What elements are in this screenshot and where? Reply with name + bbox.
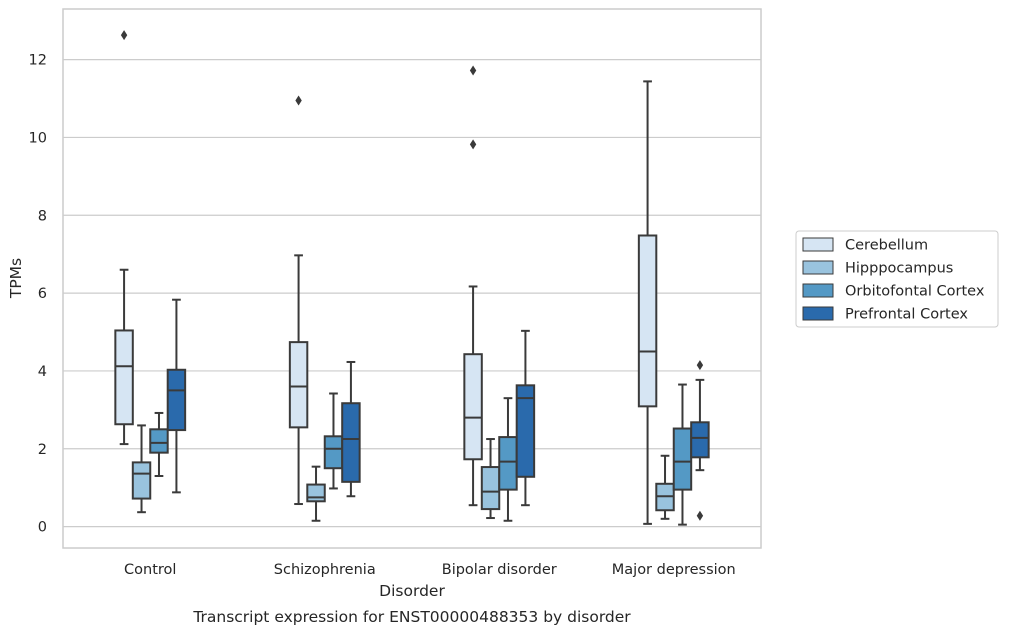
box-cerebellum — [114, 30, 134, 446]
box-iqr — [131, 461, 152, 500]
outlier-point — [696, 360, 704, 371]
box-iqr — [166, 368, 187, 432]
box-iqr — [341, 402, 361, 483]
legend-entry: Cerebellum — [845, 238, 928, 254]
box-iqr — [498, 436, 518, 491]
x-tick-labels: Control Schizophrenia Bipolar disorder Majo… — [124, 562, 736, 578]
box-orbitofontal-cortex — [672, 383, 693, 526]
box-hipppocampus — [306, 465, 326, 522]
legend-swatch — [802, 260, 834, 275]
y-tick-label: 6 — [38, 286, 47, 302]
box-cerebellum — [288, 95, 309, 506]
box-iqr — [515, 384, 536, 478]
y-tick-label: 0 — [38, 520, 47, 536]
box-iqr — [480, 466, 501, 511]
box-orbitofontal-cortex — [149, 411, 169, 478]
legend-swatch — [802, 237, 834, 252]
legend-entry: Hipppocampus — [845, 261, 953, 277]
box-iqr — [672, 427, 693, 491]
box-cerebellum — [463, 65, 483, 507]
legend-frame — [795, 230, 999, 328]
x-axis-label: Disorder — [379, 582, 445, 600]
outlier-point — [469, 65, 477, 76]
boxes-layer — [114, 30, 710, 526]
box-prefrontal-cortex — [341, 360, 361, 498]
box-prefrontal-cortex — [515, 329, 536, 507]
legend-entry: Orbitofontal Cortex — [845, 284, 985, 300]
box-iqr — [463, 353, 483, 461]
outlier-point — [696, 510, 704, 521]
x-tick-label: Schizophrenia — [274, 562, 376, 578]
y-tick-label: 12 — [29, 53, 47, 69]
x-tick-label: Control — [124, 562, 176, 578]
legend: Cerebellum Hipppocampus Orbitofontal Corte… — [795, 230, 999, 328]
y-axis-label: TPMs — [7, 258, 25, 299]
y-tick-label: 8 — [38, 208, 47, 224]
box-hipppocampus — [131, 424, 152, 514]
outlier-point — [120, 30, 128, 41]
box-iqr — [114, 329, 134, 426]
chart-caption: Transcript expression for ENST0000048835… — [192, 608, 631, 626]
x-tick-label: Bipolar disorder — [442, 562, 557, 578]
box-prefrontal-cortex — [690, 360, 710, 521]
box-iqr — [690, 421, 710, 459]
y-tick-labels: 0 2 4 6 8 10 12 — [29, 53, 47, 536]
box-orbitofontal-cortex — [498, 397, 518, 522]
x-tick-label: Major depression — [612, 562, 736, 578]
outlier-point — [295, 95, 302, 106]
box-iqr — [306, 483, 326, 503]
box-iqr — [323, 435, 344, 470]
box-iqr — [149, 428, 169, 454]
box-cerebellum — [637, 80, 658, 525]
box-hipppocampus — [655, 454, 675, 520]
y-tick-label: 2 — [38, 442, 47, 458]
legend-entry: Prefrontal Cortex — [845, 307, 968, 323]
box-prefrontal-cortex — [166, 298, 187, 494]
legend-swatch — [802, 306, 834, 321]
outlier-point — [469, 139, 477, 150]
legend-swatch — [802, 283, 834, 298]
box-iqr — [288, 341, 309, 429]
y-tick-label: 10 — [29, 130, 47, 146]
plot-frame — [62, 8, 762, 549]
box-hipppocampus — [480, 438, 501, 520]
box-iqr — [637, 234, 658, 408]
y-tick-label: 4 — [38, 364, 47, 380]
